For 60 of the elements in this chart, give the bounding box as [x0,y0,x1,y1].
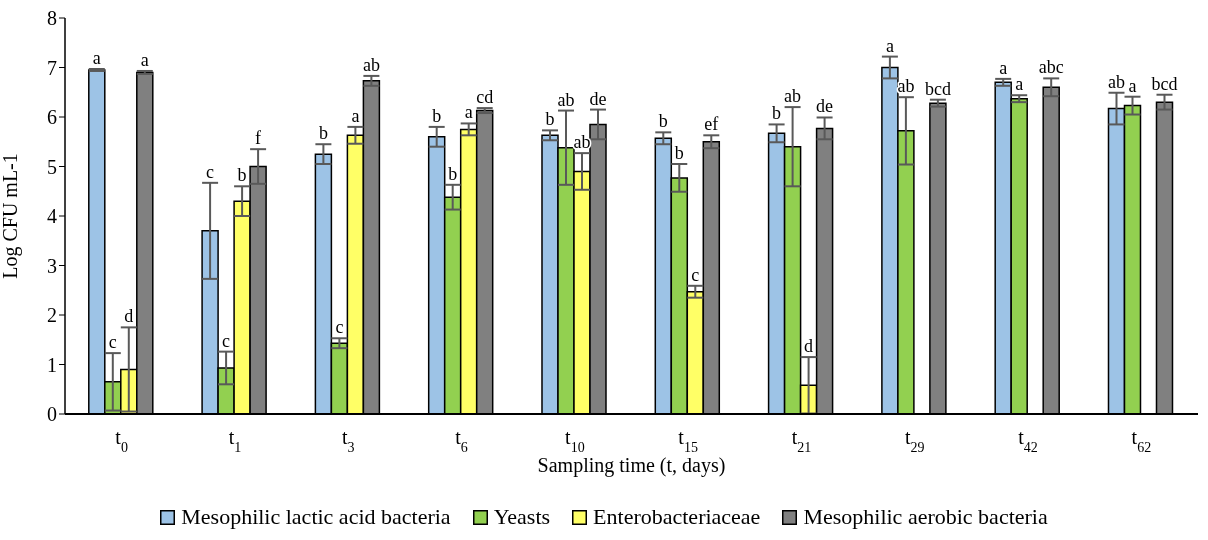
legend-label: Mesophilic lactic acid bacteria [181,504,451,530]
data-label: ab [1107,71,1125,92]
y-tick-label: 2 [47,304,57,327]
x-tick-label: t$_{10}$ [565,426,585,455]
x-tick-label: t$_{62}$ [1131,426,1152,455]
x-tick-label: t$_{3}$ [341,426,355,455]
x-tick-label: t$_{15}$ [678,426,698,455]
data-label: f [255,128,262,149]
legend-label: Enterobacteriaceae [593,504,761,530]
y-tick-label: 0 [47,403,57,426]
x-tick-label: t$_{21}$ [791,426,812,455]
data-label: bcd [1151,73,1178,94]
data-label: a [140,49,149,70]
y-tick-label: 4 [47,205,57,228]
y-tick-label: 8 [47,7,57,30]
y-tick-label: 6 [47,106,57,129]
data-label: a [885,35,894,56]
data-label: c [108,332,117,353]
data-label: c [222,330,231,351]
data-label: cd [476,87,494,108]
data-label: abc [1038,57,1064,78]
data-label: b [237,165,247,186]
data-label: a [464,102,473,123]
data-label: b [318,123,328,144]
data-label: c [206,161,215,182]
data-label: b [432,105,442,126]
data-label: de [589,88,607,109]
y-tick-label: 7 [47,56,57,79]
data-label: a [92,47,101,68]
y-tick-label: 1 [47,353,57,376]
data-label: bcd [924,78,951,99]
x-axis-title: Sampling time (t, days) [537,454,726,478]
x-tick-label: t$_{29}$ [904,426,925,455]
data-label: b [448,163,458,184]
y-axis-title: Log CFU mL-1 [0,153,23,279]
data-label: a [999,57,1008,78]
data-label: ab [362,54,380,75]
data-label: b [674,143,684,164]
data-label: b [658,111,668,132]
y-tick-label: 5 [47,155,57,178]
data-label: a [1128,75,1137,96]
y-tick-label: 3 [47,254,57,277]
data-label: c [335,317,344,338]
x-tick-label: t$_{42}$ [1018,426,1038,455]
data-label: b [545,109,555,130]
legend-label: Mesophilic aerobic bacteria [803,504,1048,530]
data-label: ef [704,114,719,135]
data-label: d [124,306,134,327]
data-label: de [816,96,834,117]
data-label: a [351,105,360,126]
x-tick-label: t$_{0}$ [115,426,128,455]
data-label: ab [557,89,575,110]
data-label: a [1015,74,1024,95]
data-label: c [691,264,700,285]
x-tick-label: t$_{6}$ [455,426,468,455]
data-label: ab [784,86,802,107]
data-label: d [804,336,814,357]
legend-label: Yeasts [493,504,551,530]
x-tick-label: t$_{1}$ [228,426,242,455]
data-label: b [772,103,782,124]
